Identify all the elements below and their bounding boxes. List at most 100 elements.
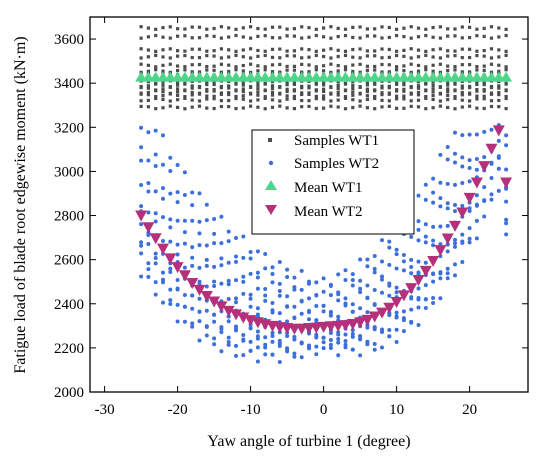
- sample-wt1-point: [256, 48, 260, 53]
- sample-wt1-point: [278, 85, 282, 90]
- sample-wt2-point: [255, 336, 260, 341]
- sample-wt1-point: [358, 56, 362, 60]
- sample-wt1-point: [234, 49, 238, 54]
- sample-wt1-point: [395, 94, 399, 98]
- sample-wt2-point: [423, 305, 428, 310]
- sample-wt2-point: [226, 229, 231, 234]
- sample-wt1-point: [409, 25, 413, 29]
- sample-wt1-point: [351, 105, 355, 110]
- sample-wt1-point: [416, 35, 421, 39]
- sample-wt1-point: [168, 25, 172, 29]
- sample-wt2-point: [161, 133, 165, 138]
- sample-wt1-point: [241, 35, 245, 39]
- sample-wt2-point: [168, 191, 173, 196]
- sample-wt1-point: [292, 54, 296, 58]
- sample-wt2-point: [445, 181, 450, 186]
- sample-wt1-point: [270, 90, 275, 94]
- sample-wt1-point: [416, 86, 421, 90]
- sample-wt2-point: [431, 238, 436, 243]
- sample-wt1-point: [285, 68, 289, 72]
- sample-wt2-point: [343, 342, 348, 347]
- sample-wt2-point: [416, 322, 421, 327]
- sample-wt1-point: [402, 35, 406, 39]
- sample-wt2-point: [175, 190, 180, 195]
- sample-wt1-point: [241, 80, 245, 84]
- sample-wt1-point: [336, 26, 340, 30]
- sample-wt2-point: [445, 271, 450, 276]
- sample-wt2-point: [270, 339, 275, 344]
- sample-wt2-point: [453, 237, 457, 242]
- sample-wt1-point: [190, 98, 194, 102]
- sample-wt1-point: [190, 55, 194, 60]
- sample-wt1-point: [482, 54, 486, 58]
- sample-wt2-point: [416, 297, 421, 302]
- sample-wt1-point: [489, 62, 494, 66]
- sample-wt1-point: [460, 56, 464, 60]
- sample-wt1-point: [197, 56, 202, 60]
- sample-wt2-point: [438, 204, 443, 209]
- mean-wt2-point: [208, 296, 221, 308]
- sample-wt1-point: [263, 49, 267, 53]
- sample-wt1-point: [146, 93, 150, 97]
- sample-wt1-point: [168, 47, 172, 51]
- sample-wt1-point: [292, 82, 296, 86]
- sample-wt1-point: [351, 86, 355, 91]
- sample-wt2-point: [277, 281, 282, 286]
- sample-wt2-point: [438, 276, 443, 281]
- sample-wt2-point: [365, 257, 370, 262]
- sample-wt1-point: [395, 89, 399, 93]
- sample-wt1-point: [446, 98, 450, 102]
- sample-wt2-point: [299, 311, 304, 316]
- mean-wt2-point: [295, 323, 308, 335]
- sample-wt2-point: [423, 240, 428, 245]
- mean-wt2-point: [419, 265, 432, 277]
- sample-wt1-point: [460, 93, 464, 97]
- mean-wt2-point: [390, 297, 403, 308]
- sample-wt2-point: [504, 143, 509, 148]
- sample-wt1-point: [497, 105, 501, 109]
- sample-wt1-point: [249, 62, 253, 66]
- sample-wt2-point: [255, 306, 260, 311]
- sample-wt1-point: [241, 83, 245, 87]
- sample-wt1-point: [292, 34, 296, 38]
- sample-wt1-point: [424, 33, 428, 38]
- sample-wt1-point: [263, 27, 267, 31]
- sample-wt2-point: [328, 342, 333, 347]
- sample-wt1-point: [365, 34, 369, 38]
- sample-wt1-point: [482, 97, 486, 101]
- sample-wt2-point: [423, 297, 428, 302]
- sample-wt2-point: [474, 202, 479, 207]
- sample-wt2-point: [431, 200, 436, 205]
- sample-wt2-point: [431, 301, 436, 306]
- sample-wt1-point: [431, 69, 435, 73]
- sample-wt1-point: [300, 36, 304, 40]
- sample-wt1-point: [322, 94, 326, 98]
- sample-wt1-point: [292, 27, 296, 31]
- sample-wt1-point: [176, 27, 180, 31]
- sample-wt1-point: [270, 63, 275, 67]
- sample-wt1-point: [497, 69, 501, 73]
- sample-wt1-point: [212, 89, 216, 93]
- mean-wt2-point: [397, 290, 410, 302]
- sample-wt1-point: [489, 104, 494, 109]
- y-tick-label: 2200: [54, 341, 84, 357]
- sample-wt2-point: [314, 318, 319, 323]
- sample-wt1-point: [409, 92, 413, 96]
- sample-wt1-point: [424, 107, 428, 111]
- sample-wt2-point: [204, 333, 209, 338]
- sample-wt2-point: [431, 224, 436, 229]
- sample-wt2-point: [453, 130, 457, 135]
- sample-wt1-point: [300, 86, 304, 90]
- sample-wt2-point: [234, 300, 238, 305]
- sample-wt2-point: [168, 298, 173, 303]
- sample-wt2-point: [460, 164, 465, 169]
- sample-wt1-point: [227, 26, 231, 30]
- sample-wt2-point: [263, 266, 268, 271]
- sample-wt1-point: [365, 89, 369, 94]
- sample-wt1-point: [336, 90, 340, 94]
- sample-wt1-point: [322, 48, 326, 52]
- mean-wt2-point: [405, 283, 418, 295]
- sample-wt1-point: [183, 96, 187, 101]
- sample-wt1-point: [468, 92, 472, 96]
- sample-wt2-point: [241, 255, 246, 260]
